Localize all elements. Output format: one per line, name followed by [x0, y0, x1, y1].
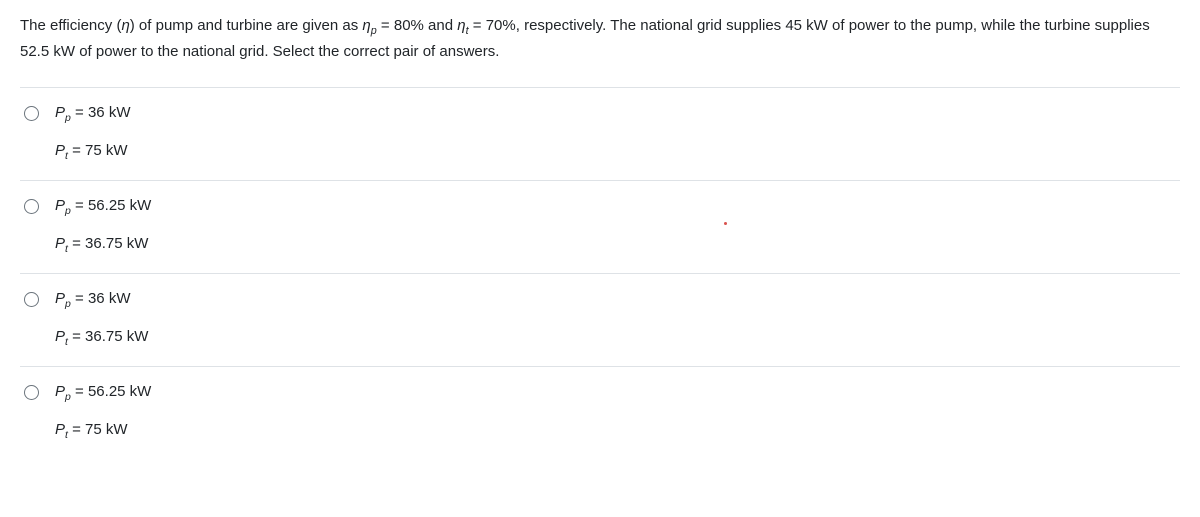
option-1-pt: Pt = 75 kW [55, 142, 128, 162]
radio-spacer [24, 423, 39, 438]
option-3-pp: Pp = 36 kW [55, 290, 130, 310]
radio-icon[interactable] [24, 199, 39, 214]
radio-icon[interactable] [24, 385, 39, 400]
option-1-pp: Pp = 36 kW [55, 104, 130, 124]
radio-spacer [24, 330, 39, 345]
radio-spacer [24, 237, 39, 252]
question-stem: The efficiency (η) of pump and turbine a… [20, 14, 1180, 63]
option-2-pt: Pt = 36.75 kW [55, 235, 148, 255]
option-4-pp: Pp = 56.25 kW [55, 383, 151, 403]
option-3-pt: Pt = 36.75 kW [55, 328, 148, 348]
option-2[interactable]: Pp = 56.25 kW Pt = 36.75 kW [20, 180, 1180, 273]
option-1[interactable]: Pp = 36 kW Pt = 75 kW [20, 87, 1180, 180]
grid-to-pump: 45 kW [785, 17, 828, 34]
option-2-pp: Pp = 56.25 kW [55, 197, 151, 217]
radio-icon[interactable] [24, 292, 39, 307]
eta-t-value: 70% [486, 17, 516, 34]
stray-red-dot [724, 222, 727, 225]
question-container: The efficiency (η) of pump and turbine a… [0, 0, 1200, 469]
eta-p-value: 80% [394, 17, 424, 34]
radio-icon[interactable] [24, 106, 39, 121]
option-4[interactable]: Pp = 56.25 kW Pt = 75 kW [20, 366, 1180, 459]
radio-spacer [24, 144, 39, 159]
turbine-to-grid: 52.5 kW [20, 43, 75, 60]
options-list: Pp = 36 kW Pt = 75 kW Pp = 56.25 kW [20, 87, 1180, 459]
option-4-pt: Pt = 75 kW [55, 421, 128, 441]
option-3[interactable]: Pp = 36 kW Pt = 36.75 kW [20, 273, 1180, 366]
